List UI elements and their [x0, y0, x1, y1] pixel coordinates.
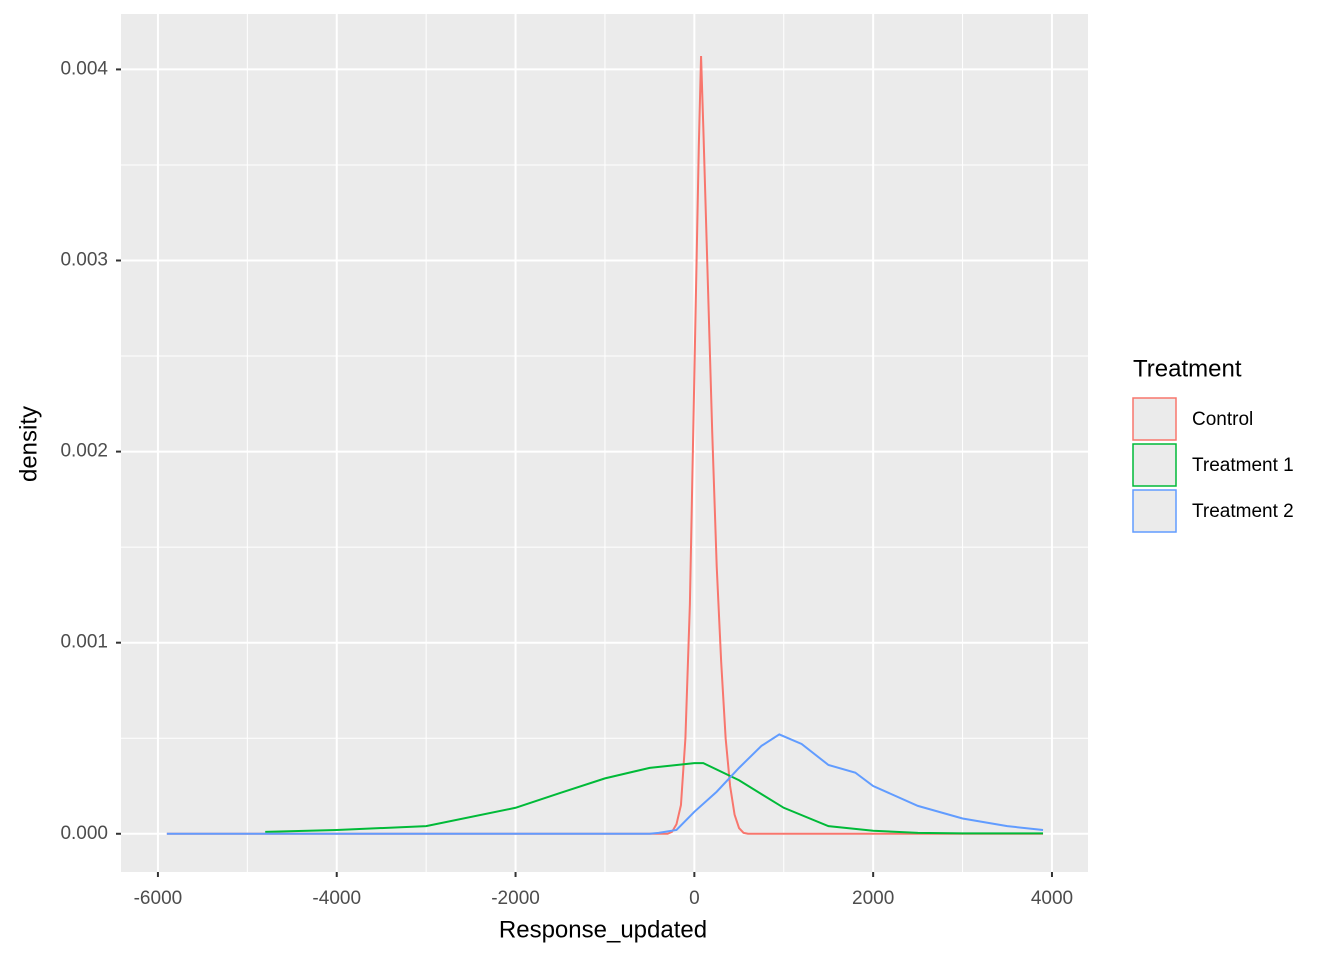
- legend-title: Treatment: [1133, 355, 1242, 382]
- x-tick-label: 2000: [852, 888, 894, 909]
- legend-label: Treatment 1: [1192, 455, 1294, 476]
- x-tick-label: -4000: [312, 888, 361, 909]
- y-tick-label: 0.000: [60, 823, 108, 844]
- y-axis-title: density: [15, 406, 42, 482]
- x-tick-label: 4000: [1031, 888, 1073, 909]
- y-tick-label: 0.002: [60, 441, 108, 462]
- y-tick-label: 0.001: [60, 632, 108, 653]
- legend-label: Control: [1192, 409, 1253, 430]
- density-line: [166, 733, 1044, 835]
- legend-key: [1132, 489, 1177, 533]
- x-axis-title: Response_updated: [499, 916, 707, 943]
- x-tick-label: 0: [689, 888, 700, 909]
- legend-key: [1132, 397, 1177, 441]
- y-tick-label: 0.004: [60, 58, 108, 79]
- x-tick-label: -6000: [134, 888, 183, 909]
- x-tick-label: -2000: [491, 888, 540, 909]
- y-tick-label: 0.003: [60, 250, 108, 271]
- legend-label: Treatment 2: [1192, 501, 1294, 522]
- legend-key: [1132, 443, 1177, 487]
- density-line: [166, 56, 1044, 835]
- density-line: [265, 762, 1044, 835]
